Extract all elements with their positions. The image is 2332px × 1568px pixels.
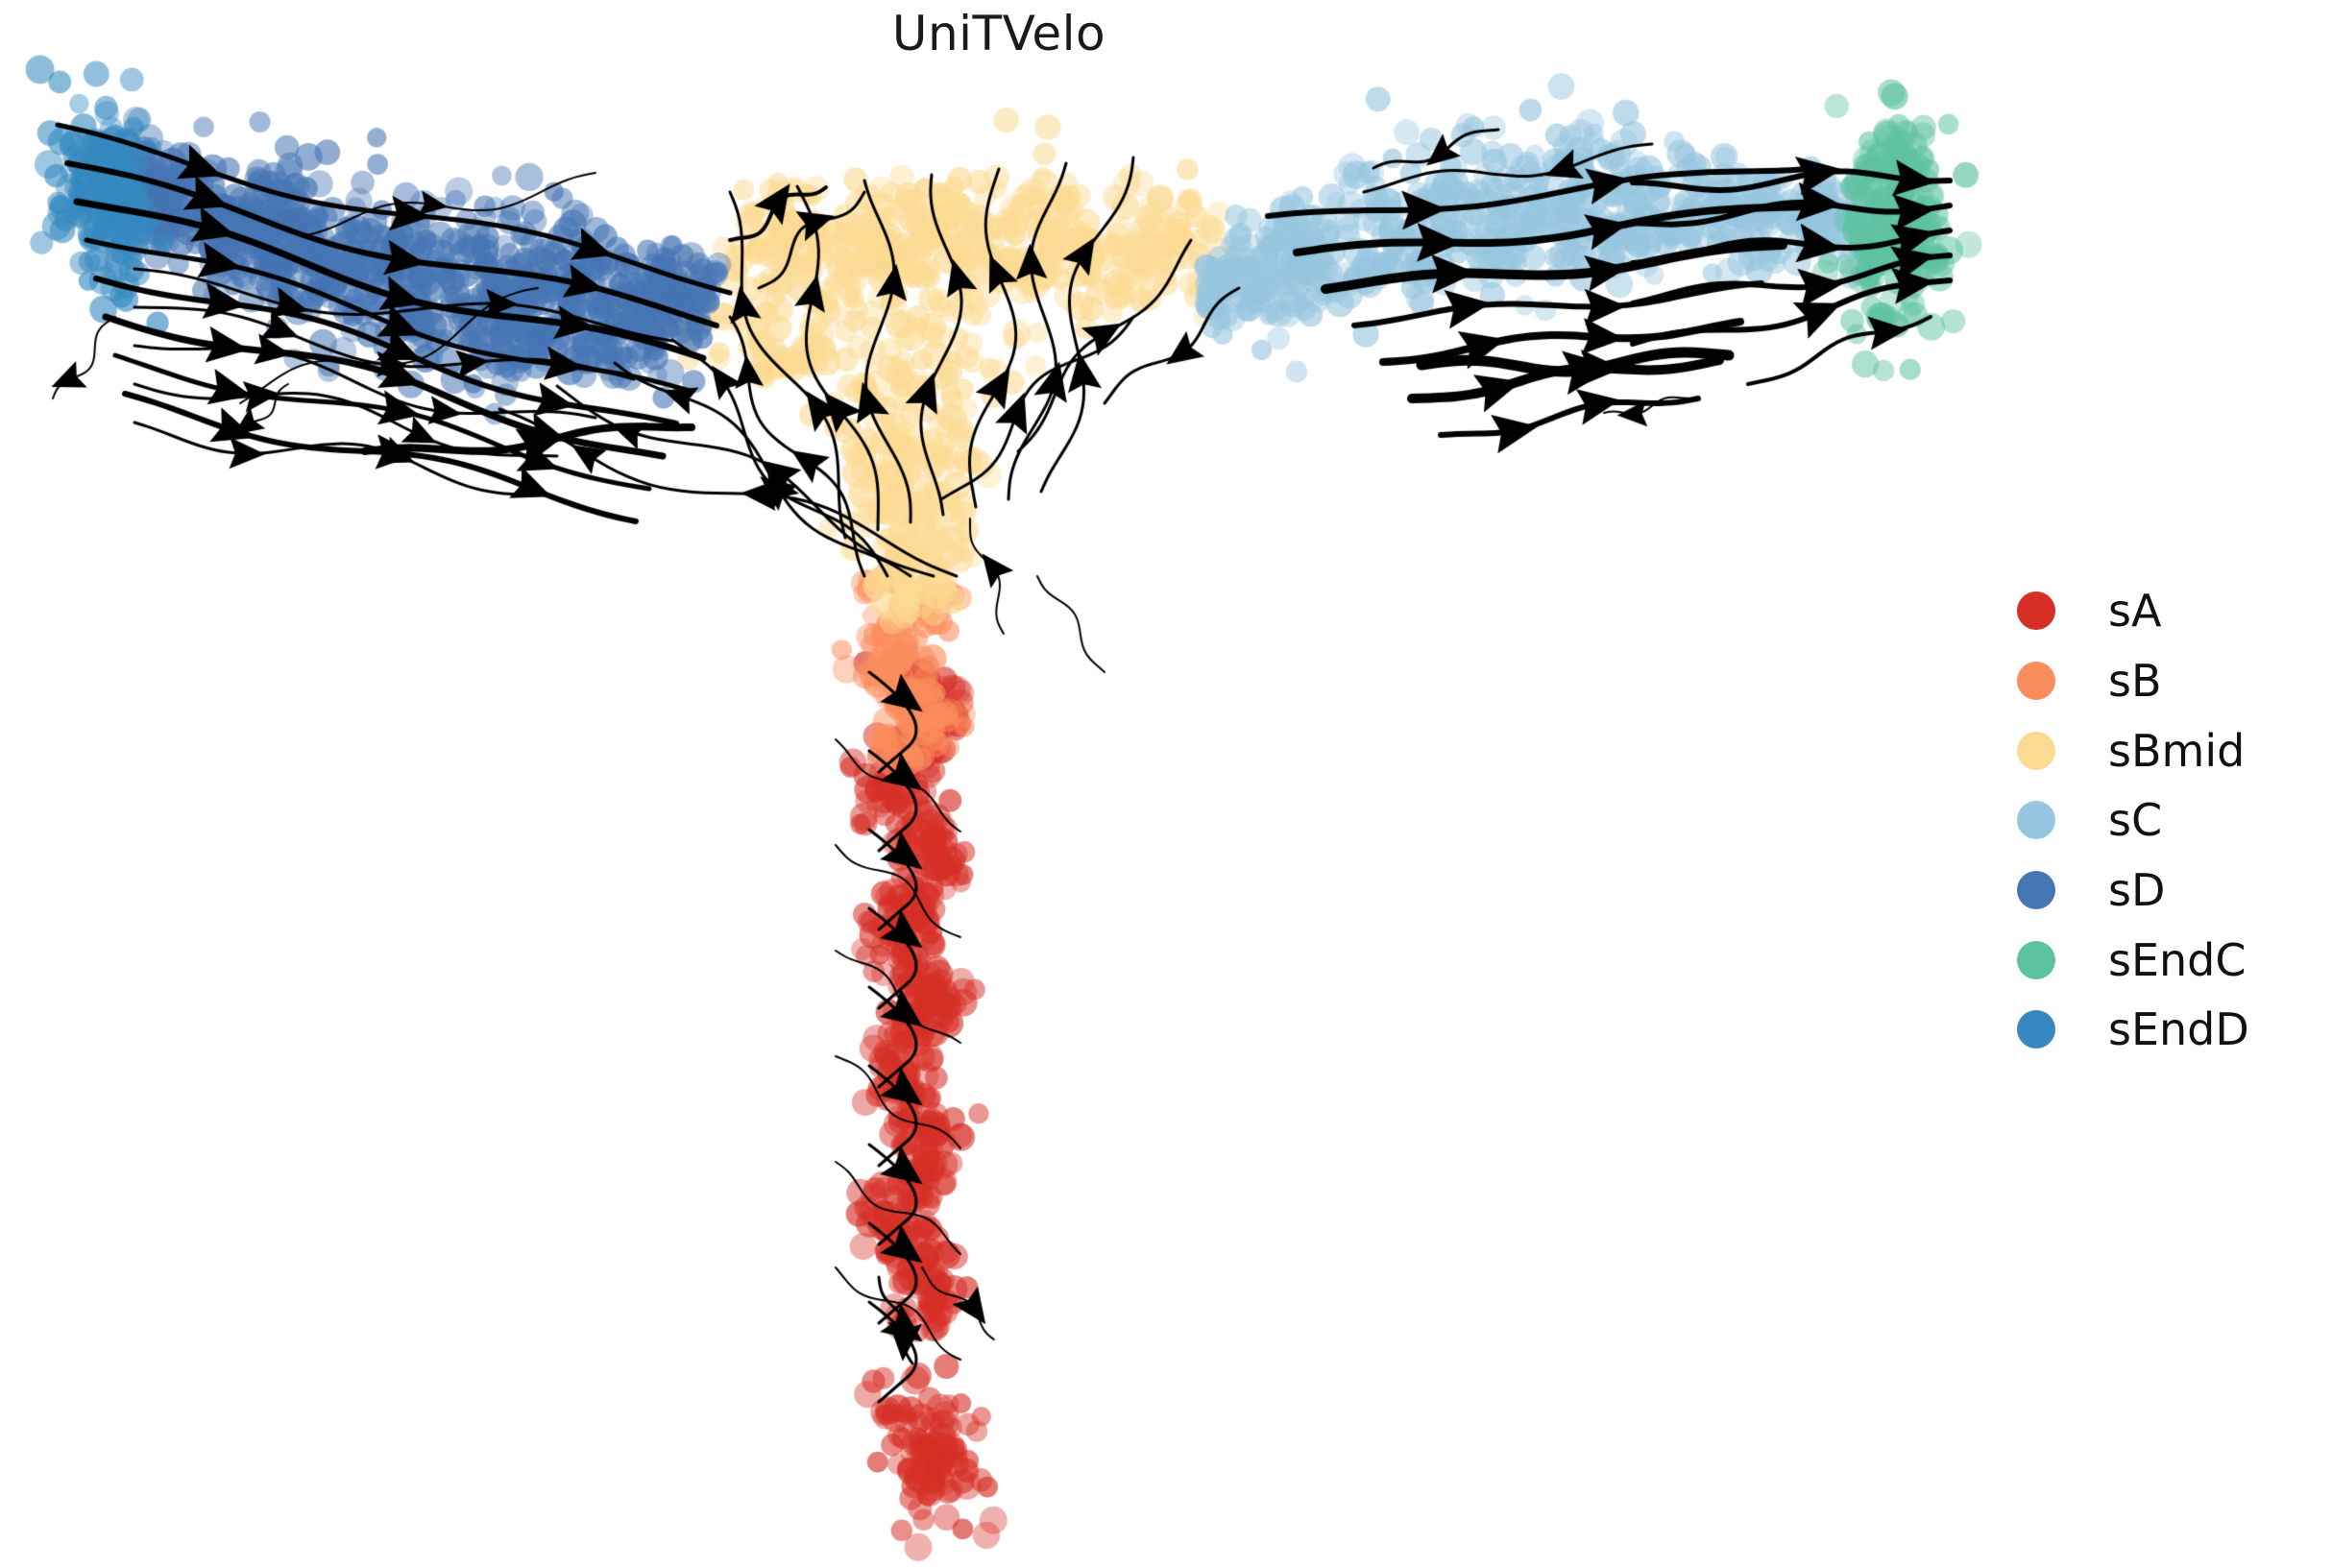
legend-label-sBmid: sBmid [2108, 724, 2246, 777]
legend-label-sD: sD [2108, 864, 2166, 917]
legend-swatch-sEndD [2017, 1010, 2055, 1049]
legend-label-sEndC: sEndC [2108, 933, 2247, 986]
legend-label-sB: sB [2108, 655, 2162, 708]
legend-item-sEndC[interactable]: sEndC [2007, 925, 2324, 995]
legend-item-sC[interactable]: sC [2007, 785, 2324, 856]
legend-item-sD[interactable]: sD [2007, 856, 2324, 926]
legend-item-sA[interactable]: sA [2007, 576, 2324, 646]
legend-label-sC: sC [2108, 794, 2163, 847]
legend-item-sB[interactable]: sB [2007, 646, 2324, 716]
legend-swatch-sD [2017, 871, 2055, 910]
legend-swatch-sC [2017, 801, 2055, 840]
legend-label-sEndD: sEndD [2108, 1003, 2249, 1056]
legend-swatch-sEndC [2017, 940, 2055, 979]
legend: sA sB sBmid sC sD sEndC sEndD [2007, 576, 2324, 1065]
legend-swatch-sBmid [2017, 731, 2055, 770]
legend-swatch-sB [2017, 662, 2055, 701]
legend-swatch-sA [2017, 591, 2055, 631]
legend-item-sBmid[interactable]: sBmid [2007, 715, 2324, 785]
legend-item-sEndD[interactable]: sEndD [2007, 995, 2324, 1065]
legend-label-sA: sA [2108, 585, 2162, 638]
